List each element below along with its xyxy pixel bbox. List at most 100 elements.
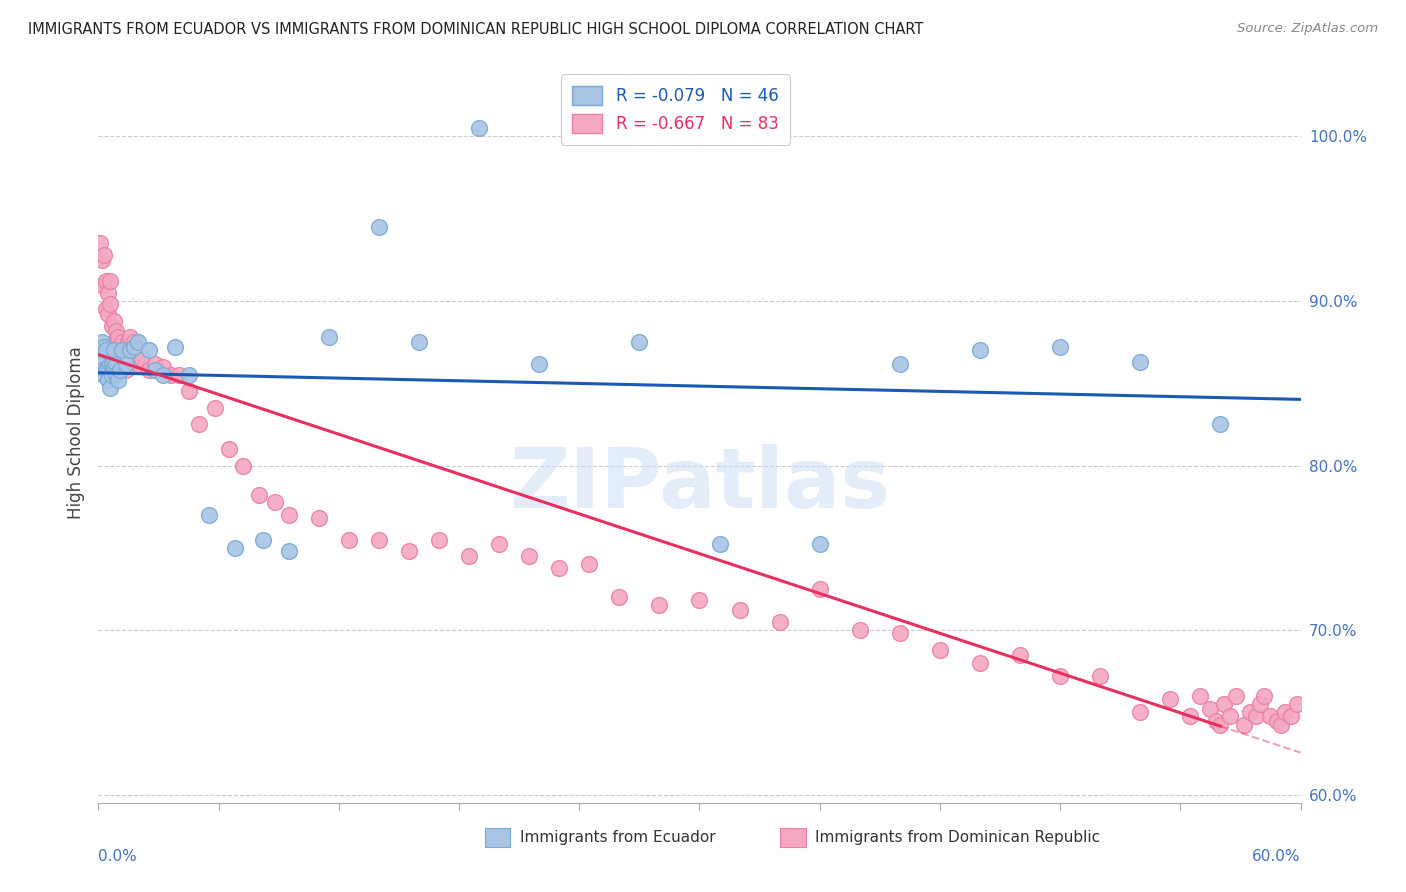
Point [105,324,128,338]
Point [1180,708,1202,723]
Point [709,537,731,551]
Point [488,537,510,551]
Y-axis label: High School Diploma: High School Diploma [66,346,84,519]
Point [808,582,831,596]
Point [91,363,114,377]
Point [177,368,200,382]
Point [110,363,132,377]
Point [1199,702,1222,716]
Point [224,541,246,555]
Point [204,401,226,415]
Point [1274,706,1296,720]
Point [529,357,551,371]
Point [1205,714,1227,728]
Point [101,318,124,333]
Point [143,363,166,377]
Point [124,340,146,354]
Point [107,343,129,358]
Point [929,642,952,657]
Point [368,219,391,234]
Point [1209,718,1232,732]
Point [1129,706,1152,720]
Text: ZIPatlas: ZIPatlas [509,444,890,525]
Point [578,558,600,572]
Point [1129,355,1152,369]
Point [1260,708,1282,723]
Point [93,248,115,262]
Point [1049,669,1071,683]
Point [517,549,540,563]
Point [1233,718,1256,732]
Point [107,330,129,344]
Point [609,590,631,604]
Point [969,656,991,670]
Point [97,285,120,300]
Point [96,363,118,377]
Point [197,508,219,522]
Point [103,314,125,328]
Point [849,623,872,637]
Point [277,544,299,558]
Point [152,368,174,382]
Point [138,363,160,377]
Point [97,373,120,387]
Point [427,533,450,547]
Point [101,357,124,371]
Point [91,277,114,292]
Point [105,357,128,371]
Point [1189,689,1212,703]
Point [308,511,330,525]
Point [408,335,430,350]
Point [1250,697,1272,711]
Point [97,307,120,321]
Point [1010,648,1032,662]
Point [628,335,651,350]
Point [120,343,142,358]
Point [89,357,111,371]
Point [115,357,138,371]
Point [1225,689,1247,703]
Point [1253,689,1275,703]
Point [218,442,240,456]
Point [152,359,174,374]
Point [128,335,150,350]
Point [1285,697,1308,711]
Point [163,340,186,354]
Point [1219,708,1241,723]
Point [110,340,132,354]
Point [177,384,200,399]
Point [889,357,911,371]
Point [1088,669,1111,683]
Point [96,302,118,317]
Point [111,335,134,350]
Point [187,417,209,432]
Point [91,335,114,350]
Point [1213,697,1236,711]
Point [769,615,792,629]
Point [128,357,150,371]
Point [337,533,360,547]
Point [124,335,146,350]
Point [318,330,340,344]
Text: Source: ZipAtlas.com: Source: ZipAtlas.com [1237,22,1378,36]
Point [368,533,391,547]
Point [458,549,481,563]
Point [131,351,153,366]
Text: Immigrants from Dominican Republic: Immigrants from Dominican Republic [815,830,1101,845]
Point [1246,708,1268,723]
Point [398,544,420,558]
Point [252,533,274,547]
Point [1265,714,1288,728]
Point [96,343,118,358]
Point [1049,340,1071,354]
Point [1209,417,1232,432]
Point [167,368,190,382]
Point [93,340,115,354]
Point [107,373,129,387]
Point [114,343,136,358]
Point [103,343,125,358]
Point [100,274,122,288]
Point [100,357,122,371]
Point [103,335,125,350]
Point [103,359,125,374]
